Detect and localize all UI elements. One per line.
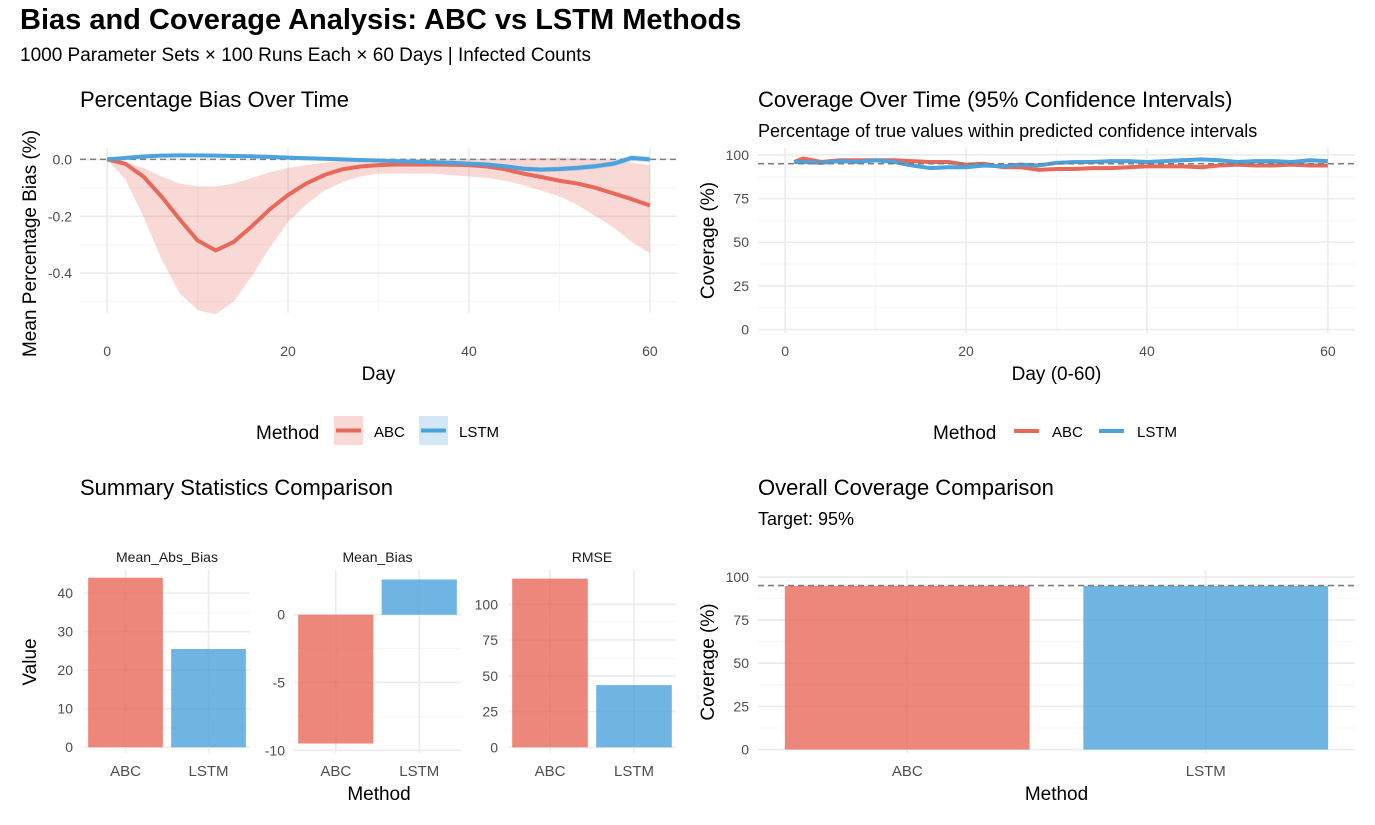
coverage-time-y-tick-label: 25 — [733, 278, 749, 294]
bias-x-axis-label: Day — [362, 364, 396, 385]
coverage-time-line-lstm — [794, 157, 1328, 171]
coverage-time-x-tick-label: 40 — [1139, 343, 1155, 359]
summary-x-tick-label: ABC — [110, 763, 141, 780]
coverage-time-x-tick-label: 0 — [781, 343, 789, 359]
summary-y-tick-label: 25 — [482, 704, 498, 720]
coverage-time-x-tick-label: 20 — [958, 343, 974, 359]
overall-coverage-y-tick-label: 100 — [726, 569, 750, 585]
summary-chart-title: Summary Statistics Comparison — [80, 475, 393, 500]
summary-y-tick-label: 40 — [57, 585, 73, 601]
overall-coverage-y-tick-label: 0 — [741, 742, 749, 758]
coverage-time-legend-label-lstm: LSTM — [1137, 424, 1177, 441]
bias-y-tick-label: -0.2 — [48, 208, 72, 224]
coverage-time-x-axis-label: Day (0-60) — [1012, 364, 1102, 385]
coverage-time-chart-subtitle: Percentage of true values within predict… — [758, 121, 1257, 141]
overall-coverage-y-tick-label: 50 — [733, 655, 749, 671]
summary-x-tick-label: ABC — [320, 763, 351, 780]
summary-y-tick-label: 50 — [482, 668, 498, 684]
overall-coverage-chart-title: Overall Coverage Comparison — [758, 475, 1054, 500]
summary-y-tick-label: 20 — [57, 662, 73, 678]
summary-bar-mean-bias-lstm — [381, 579, 457, 615]
coverage-time-y-tick-label: 75 — [733, 191, 749, 207]
coverage-time-legend-label-abc: ABC — [1052, 424, 1083, 441]
summary-bar-mean-bias-abc — [298, 614, 374, 744]
summary-y-tick-label: 100 — [475, 596, 499, 612]
coverage-time-x-tick-label: 60 — [1320, 343, 1336, 359]
page-subtitle: 1000 Parameter Sets × 100 Runs Each × 60… — [20, 45, 592, 66]
coverage-time-y-tick-label: 100 — [726, 147, 750, 163]
summary-y-tick-label: 0 — [490, 739, 498, 755]
summary-facet-label: RMSE — [572, 549, 612, 565]
overall-coverage-y-tick-label: 75 — [733, 612, 749, 628]
bias-x-tick-label: 20 — [280, 343, 296, 359]
summary-facet-label: Mean_Abs_Bias — [116, 549, 218, 565]
summary-y-tick-label: 0 — [65, 739, 73, 755]
summary-x-tick-label: LSTM — [188, 763, 228, 780]
summary-x-tick-label: LSTM — [614, 763, 654, 780]
summary-y-axis-label: Value — [20, 638, 41, 685]
summary-bar-mean-abs-bias-abc — [88, 577, 163, 748]
bias-y-tick-label: 0.0 — [53, 151, 73, 167]
summary-x-tick-label: LSTM — [399, 763, 439, 780]
summary-bar-rmse-abc — [512, 578, 588, 748]
bias-chart-title: Percentage Bias Over Time — [80, 87, 349, 112]
coverage-time-y-tick-label: 0 — [741, 322, 749, 338]
summary-y-tick-label: -10 — [265, 742, 285, 758]
summary-y-tick-label: -5 — [273, 675, 286, 691]
overall-coverage-y-axis-label: Coverage (%) — [698, 603, 719, 720]
summary-y-tick-label: 30 — [57, 624, 73, 640]
bias-line-lstm — [106, 153, 651, 172]
summary-x-axis-label: Method — [347, 784, 410, 805]
bias-y-tick-label: -0.4 — [48, 265, 72, 281]
overall-coverage-x-tick-label: LSTM — [1186, 763, 1226, 780]
overall-coverage-x-tick-label: ABC — [892, 763, 923, 780]
overall-coverage-x-axis-label: Method — [1025, 784, 1088, 805]
summary-facet-label: Mean_Bias — [342, 549, 412, 565]
summary-x-tick-label: ABC — [535, 763, 566, 780]
overall-coverage-bar-lstm — [1083, 585, 1329, 750]
overall-coverage-bar-abc — [784, 585, 1030, 750]
summary-bar-mean-abs-bias-lstm — [171, 648, 246, 748]
coverage-time-y-tick-label: 50 — [733, 234, 749, 250]
bias-line-abc — [106, 157, 651, 253]
bias-x-tick-label: 60 — [642, 343, 658, 359]
overall-coverage-chart-subtitle: Target: 95% — [758, 509, 854, 529]
summary-y-tick-label: 10 — [57, 701, 73, 717]
bias-y-axis-label: Mean Percentage Bias (%) — [20, 130, 41, 357]
overall-coverage-y-tick-label: 25 — [733, 698, 749, 714]
bias-legend-title: Method — [256, 423, 319, 444]
bias-legend-label-abc: ABC — [374, 424, 405, 441]
coverage-time-chart-title: Coverage Over Time (95% Confidence Inter… — [758, 87, 1232, 112]
coverage-time-y-axis-label: Coverage (%) — [698, 182, 719, 299]
bias-legend-label-lstm: LSTM — [459, 424, 499, 441]
coverage-time-legend-title: Method — [933, 423, 996, 444]
bias-x-tick-label: 40 — [461, 343, 477, 359]
bias-x-tick-label: 0 — [103, 343, 111, 359]
summary-bar-rmse-lstm — [596, 685, 672, 748]
bias-ribbon-abc — [107, 157, 650, 315]
summary-y-tick-label: 75 — [482, 632, 498, 648]
summary-y-tick-label: 0 — [277, 607, 285, 623]
page-title: Bias and Coverage Analysis: ABC vs LSTM … — [20, 4, 742, 36]
